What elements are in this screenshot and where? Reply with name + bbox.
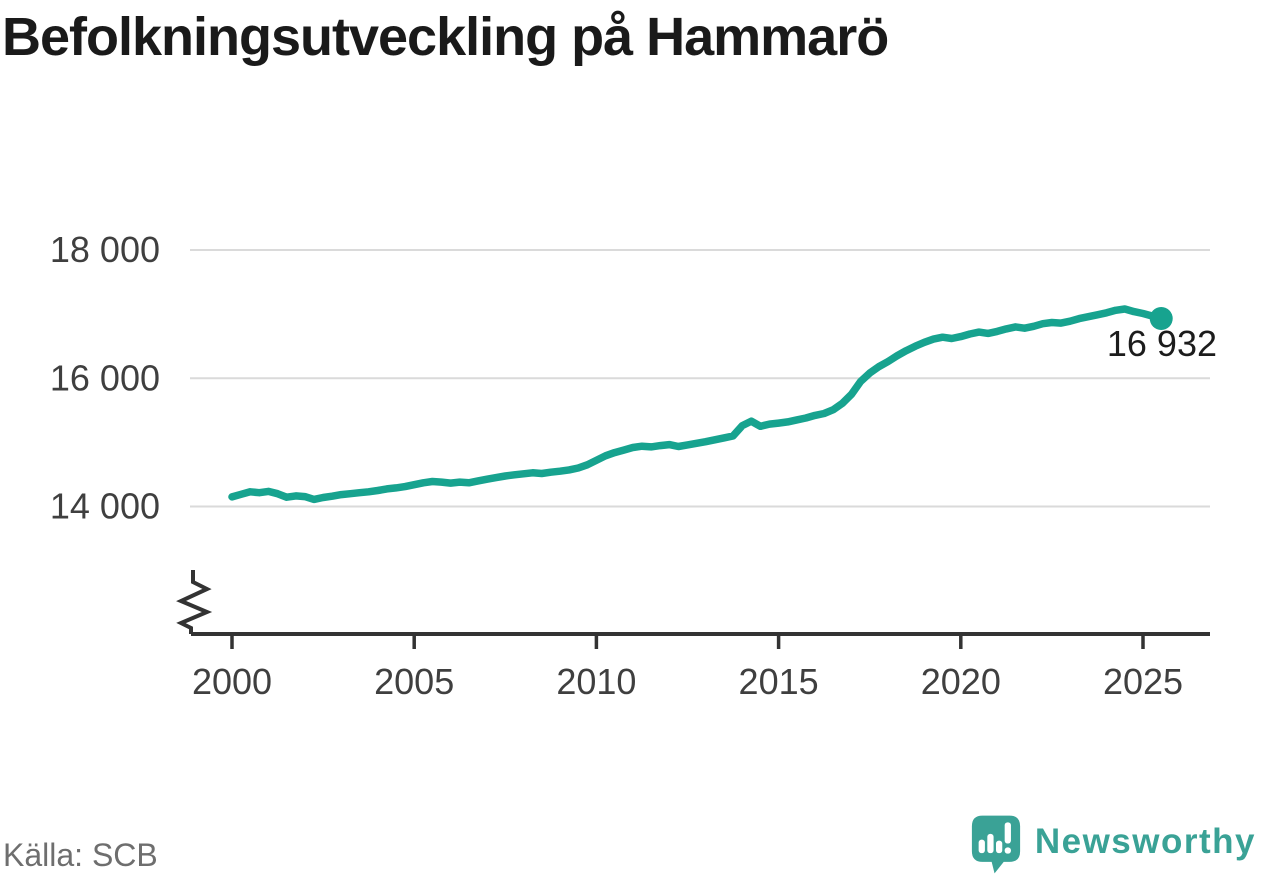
source-label: Källa: SCB [3, 837, 158, 873]
y-tick-label: 16 000 [50, 357, 160, 398]
y-tick-label: 14 000 [50, 486, 160, 527]
x-tick-label: 2025 [1103, 661, 1183, 702]
x-tick-label: 2020 [921, 661, 1001, 702]
y-tick-label: 18 000 [50, 229, 160, 270]
y-axis-break-icon [176, 570, 213, 634]
x-tick-label: 2000 [192, 661, 272, 702]
population-series-line [228, 305, 1165, 504]
latest-value-label: 16 932 [1106, 323, 1217, 364]
newsworthy-logo: Newsworthy [969, 814, 1256, 875]
chart-title: Befolkningsutveckling på Hammarö [2, 7, 889, 67]
newsworthy-wordmark: Newsworthy [1034, 822, 1256, 861]
series-endpoint-dot [1149, 306, 1173, 330]
newsworthy-speech-bubble-barchart-icon [971, 815, 1020, 874]
x-tick-label: 2015 [739, 661, 819, 702]
x-tick-label: 2010 [556, 661, 636, 702]
x-tick-label: 2005 [374, 661, 454, 702]
